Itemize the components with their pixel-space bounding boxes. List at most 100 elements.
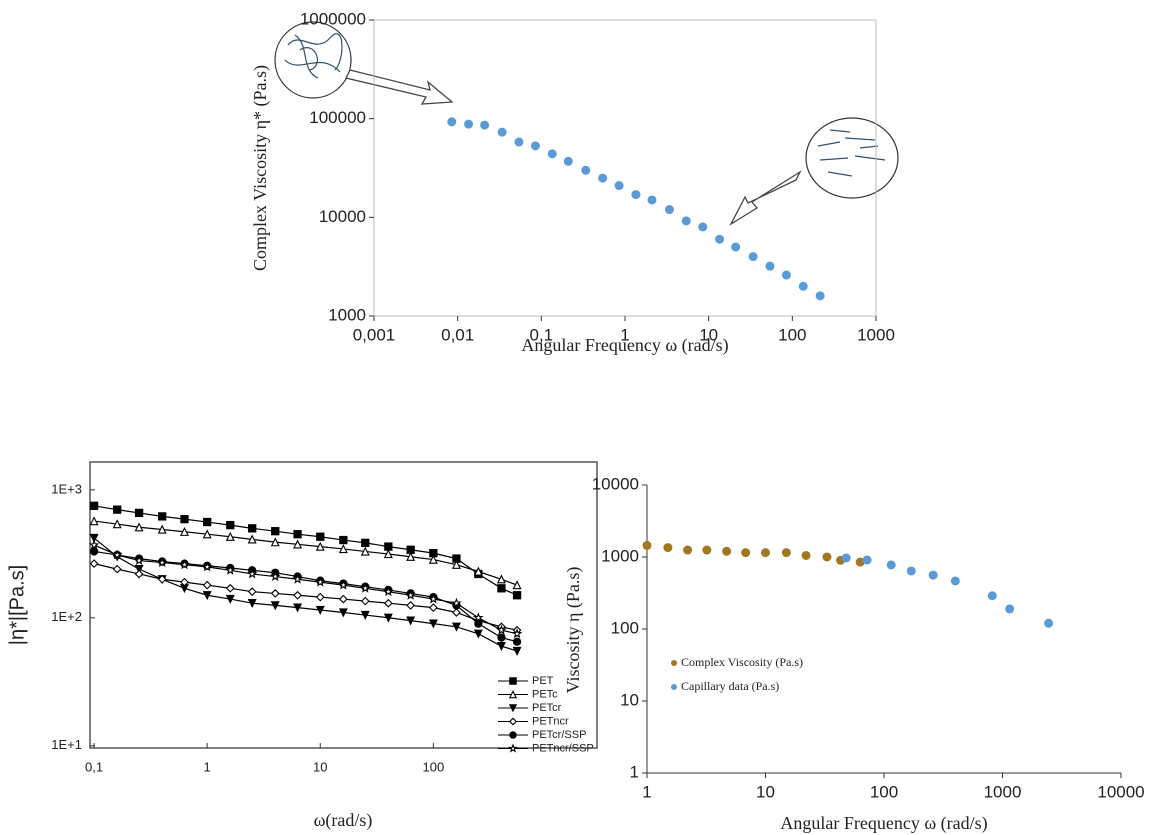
marker [270,601,280,611]
marker [89,501,99,510]
marker [134,522,144,532]
data-point [741,548,751,558]
series-line [93,537,518,652]
data-point [631,190,641,200]
marker [512,580,522,590]
marker [247,599,257,609]
illustration-entangled [274,21,352,99]
marker [111,549,123,560]
marker [293,530,302,539]
y-tick-label: 100 [611,618,639,637]
data-point [497,127,507,137]
legend-marker [509,731,517,739]
x-tick-label: 100 [422,759,444,774]
data-point [722,546,732,556]
x-axis-title: Angular Frequency ω (rad/s) [521,335,728,356]
marker [316,532,325,541]
marker [451,559,461,569]
legend-marker [509,717,517,726]
data-point [1005,604,1015,614]
data-point [702,545,712,555]
marker [428,593,439,604]
marker [406,601,416,610]
x-tick-label: 0,1 [530,325,554,344]
marker [271,527,280,536]
marker [406,616,416,626]
marker [247,534,257,544]
data-point [781,548,791,558]
marker [473,629,483,639]
marker [201,561,213,572]
marker [89,516,99,526]
y-tick-label: 1E+3 [51,481,82,496]
marker [451,622,461,632]
marker [293,539,303,549]
marker [202,529,212,539]
data-point [715,234,725,244]
legend-label: PETcr/SSP [532,729,586,741]
data-point [598,173,608,183]
y-tick-label: 1E+2 [51,609,82,624]
data-point [748,252,758,262]
data-point [781,270,791,280]
marker [270,589,280,598]
data-point [681,216,691,226]
data-point [663,543,673,553]
marker [225,583,235,593]
marker [428,619,438,629]
marker [496,624,507,635]
data-point [815,291,825,301]
x-tick-label: 1 [642,782,651,801]
x-axis-title: ω(rad/s) [314,810,373,831]
marker [225,594,235,604]
data-point [480,120,490,130]
marker [338,608,348,618]
data-point [447,117,457,127]
marker [203,517,212,527]
marker [156,556,168,568]
marker [383,549,393,559]
data-point [761,548,770,558]
marker [269,570,281,582]
data-point [530,141,540,151]
y-tick-label: 10000 [319,207,366,226]
marker [246,568,258,579]
marker [226,520,235,530]
marker [405,589,416,600]
x-tick-label: 10 [699,325,718,344]
marker [451,597,462,608]
marker [180,514,189,524]
illustration-disentangled [805,117,899,199]
marker [157,524,167,534]
legend-marker [509,677,517,685]
marker [315,541,325,551]
illustration-arrow [345,69,454,105]
marker [512,637,522,646]
data-point [906,566,916,576]
legend-label: PETncr/SSP [532,742,594,754]
marker [338,579,349,590]
legend-swatch [671,684,677,690]
marker [360,596,370,606]
x-tick-label: 1000 [857,325,895,344]
marker [179,526,189,536]
marker [247,587,257,597]
marker [452,608,461,617]
y-tick-label: 10000 [592,474,639,493]
x-tick-label: 10 [313,759,327,774]
data-point [862,555,872,565]
marker [293,603,303,613]
data-point [563,156,573,166]
marker [89,547,99,556]
x-tick-label: 10000 [1097,782,1144,801]
data-point [798,281,808,291]
marker [134,508,144,518]
series-line [93,505,518,596]
x-tick-label: 0,1 [85,759,103,774]
legend-label: PETcr [532,702,562,714]
data-point [698,222,708,232]
marker [406,551,416,561]
marker [497,633,506,642]
marker [133,554,145,566]
marker [473,612,484,623]
